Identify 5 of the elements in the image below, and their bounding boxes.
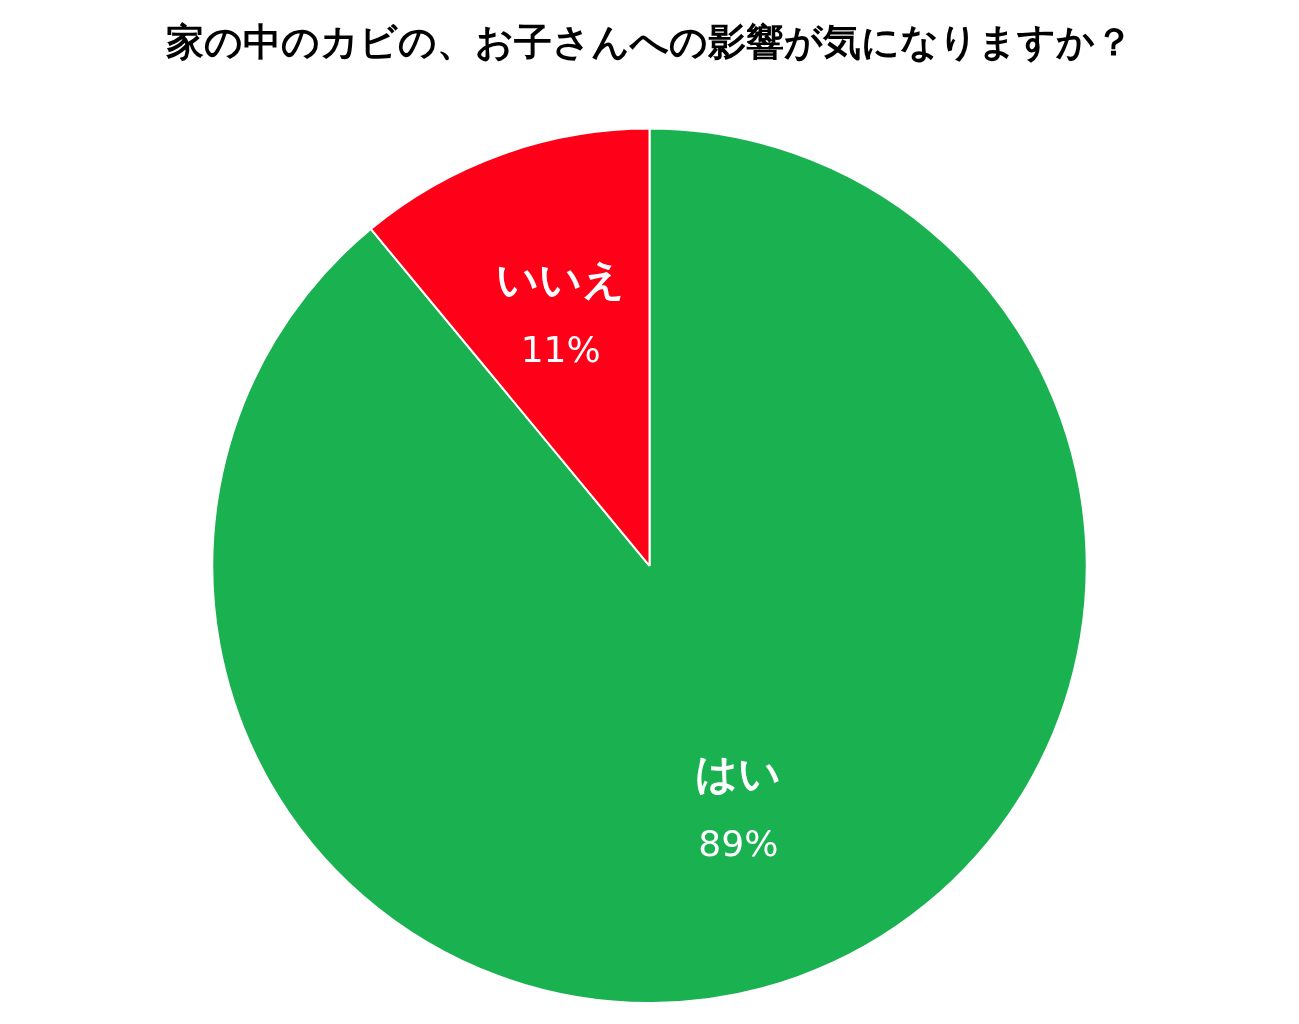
slice-label: いいえ [496, 254, 626, 304]
chart-title: 家の中のカビの、お子さんへの影響が気になりますか？ [166, 19, 1133, 64]
data-label: 89% [698, 822, 779, 864]
slice-label: はい [695, 748, 782, 798]
data-label: 11% [520, 329, 601, 371]
